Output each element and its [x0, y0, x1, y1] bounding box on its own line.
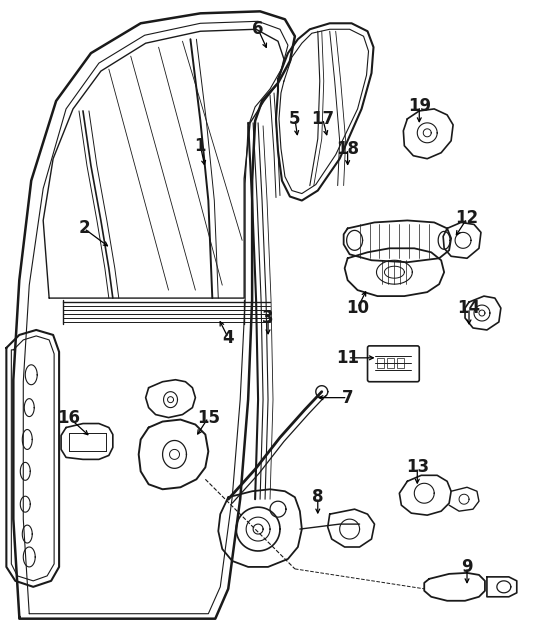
Text: 14: 14 [458, 299, 481, 317]
Bar [387, 358, 394, 367]
Text: 15: 15 [197, 408, 220, 427]
Text: 8: 8 [312, 488, 323, 506]
Text: 3: 3 [262, 309, 274, 327]
Text: 18: 18 [336, 140, 359, 158]
Text: 17: 17 [311, 110, 334, 128]
Text: 1: 1 [195, 137, 206, 155]
Text: 2: 2 [78, 219, 90, 237]
Text: 7: 7 [342, 389, 354, 406]
Text: 9: 9 [461, 558, 473, 576]
Text: 12: 12 [455, 209, 478, 227]
Text: 4: 4 [222, 329, 234, 347]
Text: 5: 5 [289, 110, 301, 128]
Text: 13: 13 [406, 458, 429, 477]
Text: 11: 11 [336, 349, 359, 367]
FancyBboxPatch shape [367, 346, 419, 382]
Bar [398, 358, 404, 367]
Text: 16: 16 [58, 408, 80, 427]
Text: 6: 6 [252, 20, 264, 38]
Text: 10: 10 [346, 299, 369, 317]
Text: 19: 19 [408, 97, 431, 115]
Bar [377, 358, 384, 367]
